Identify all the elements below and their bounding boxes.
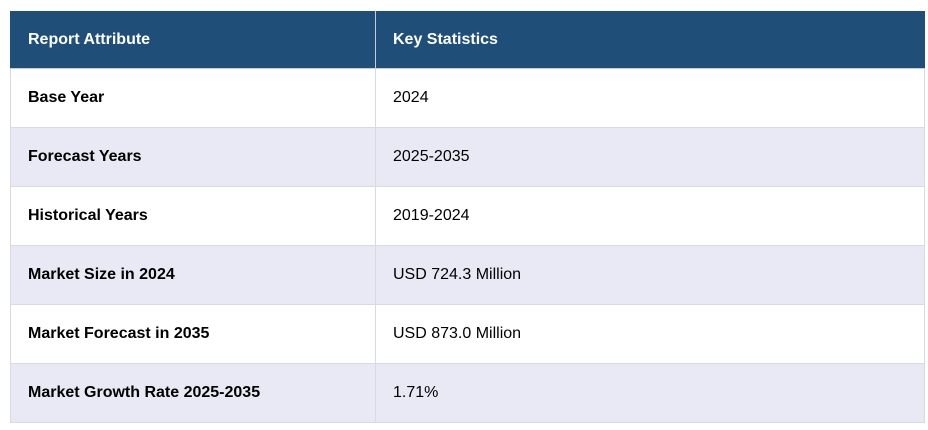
row-attribute-cell: Historical Years bbox=[10, 186, 376, 246]
table-row: Market Growth Rate 2025-2035 1.71% bbox=[10, 363, 925, 423]
row-value-cell: 1.71% bbox=[375, 363, 925, 423]
report-attributes-table: Report Attribute Key Statistics Base Yea… bbox=[10, 11, 925, 423]
row-attribute-cell: Base Year bbox=[10, 68, 376, 128]
row-attribute-cell: Market Forecast in 2035 bbox=[10, 304, 376, 364]
row-attribute-cell: Forecast Years bbox=[10, 127, 376, 187]
row-value-cell: 2019-2024 bbox=[375, 186, 925, 246]
row-attribute-cell: Market Growth Rate 2025-2035 bbox=[10, 363, 376, 423]
table-row: Base Year 2024 bbox=[10, 68, 925, 128]
table-row: Market Forecast in 2035 USD 873.0 Millio… bbox=[10, 304, 925, 364]
table-header-row: Report Attribute Key Statistics bbox=[10, 11, 925, 69]
row-value-cell: 2024 bbox=[375, 68, 925, 128]
column-header-statistics: Key Statistics bbox=[375, 11, 925, 69]
table-row: Market Size in 2024 USD 724.3 Million bbox=[10, 245, 925, 305]
row-value-cell: USD 873.0 Million bbox=[375, 304, 925, 364]
table-row: Historical Years 2019-2024 bbox=[10, 186, 925, 246]
column-header-attribute: Report Attribute bbox=[10, 11, 376, 69]
row-attribute-cell: Market Size in 2024 bbox=[10, 245, 376, 305]
table-row: Forecast Years 2025-2035 bbox=[10, 127, 925, 187]
row-value-cell: 2025-2035 bbox=[375, 127, 925, 187]
row-value-cell: USD 724.3 Million bbox=[375, 245, 925, 305]
